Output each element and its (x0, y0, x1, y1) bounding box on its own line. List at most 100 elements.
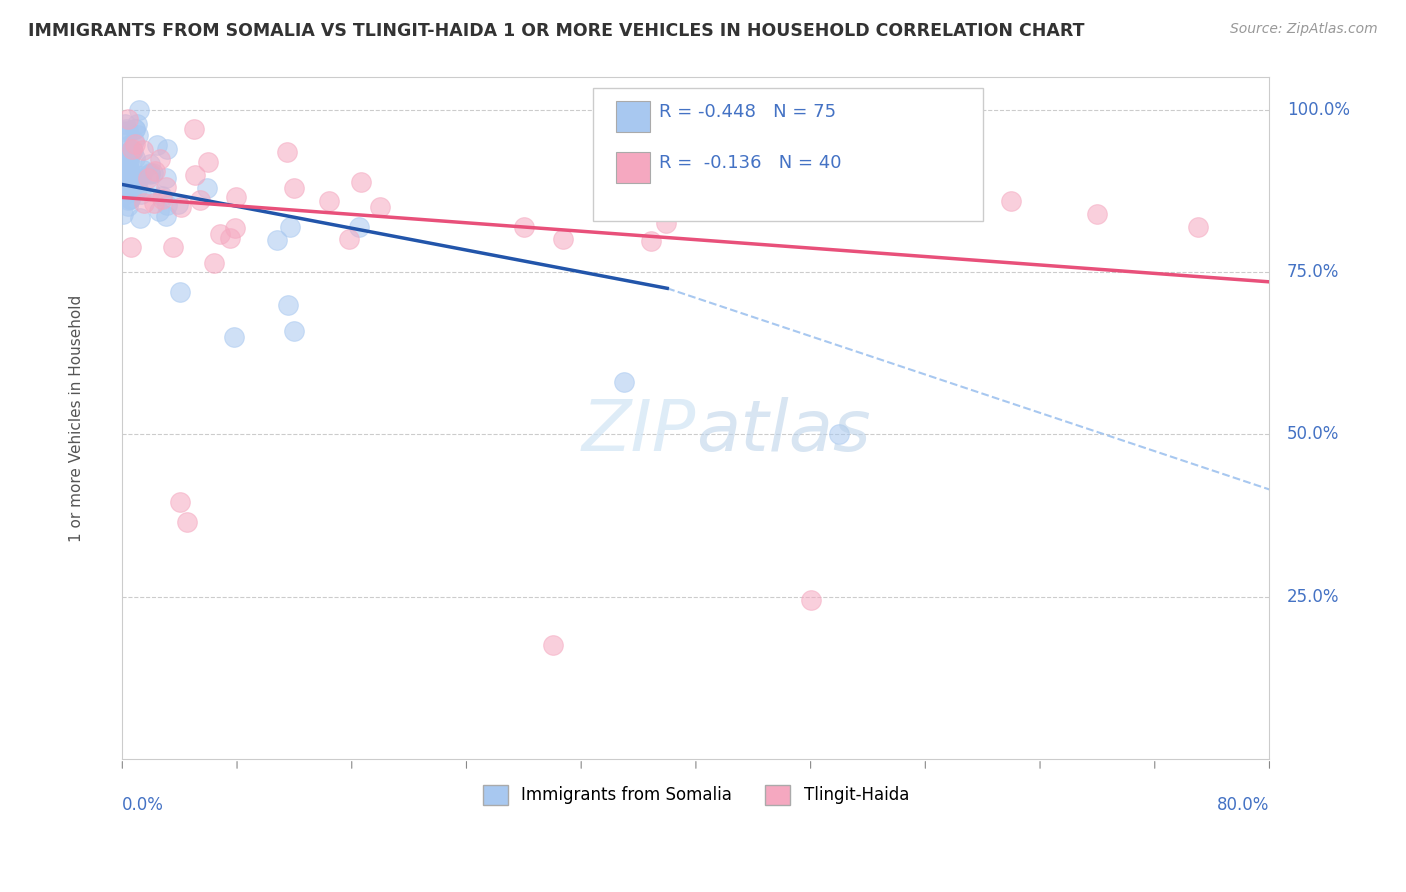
Point (828, 427, 851, 442)
Point (125, 182, 148, 196)
Point (222, 330, 245, 344)
Point (541, 638, 564, 652)
Point (120, 169, 142, 183)
Point (156, 198, 179, 212)
Point (169, 495, 191, 509)
Point (143, 164, 166, 178)
Point (155, 179, 177, 194)
Point (117, 152, 139, 166)
Point (117, 199, 139, 213)
Point (129, 169, 152, 183)
Point (139, 166, 162, 180)
Point (114, 117, 136, 131)
Point (1187, 219, 1209, 234)
Point (128, 170, 150, 185)
Point (120, 192, 142, 206)
Text: 75.0%: 75.0% (1286, 263, 1339, 281)
Point (370, 200, 392, 214)
Point (139, 167, 162, 181)
Point (276, 145, 298, 160)
Point (277, 297, 299, 311)
Point (139, 184, 162, 198)
Point (155, 209, 177, 223)
Point (120, 185, 142, 199)
Point (118, 163, 141, 178)
Point (112, 177, 135, 191)
Point (162, 240, 184, 254)
Point (170, 200, 193, 214)
Text: 0.0%: 0.0% (122, 797, 165, 814)
Point (117, 194, 139, 208)
Point (118, 153, 141, 168)
Point (195, 180, 218, 194)
Point (121, 142, 143, 156)
Text: ZIP: ZIP (582, 397, 696, 467)
Point (150, 192, 173, 206)
Point (121, 145, 143, 159)
Point (120, 146, 142, 161)
Bar (616, 102, 650, 132)
Point (169, 285, 191, 299)
Point (117, 124, 139, 138)
Point (1087, 207, 1109, 221)
Point (202, 256, 225, 270)
Point (112, 124, 135, 138)
Point (125, 176, 148, 190)
Point (115, 122, 138, 136)
Point (197, 154, 219, 169)
FancyBboxPatch shape (593, 87, 983, 220)
Point (114, 153, 136, 167)
Point (120, 186, 142, 200)
Point (111, 207, 134, 221)
Point (613, 376, 636, 390)
Point (117, 169, 139, 183)
Text: R = -0.448   N = 75: R = -0.448 N = 75 (659, 103, 837, 120)
Point (131, 143, 153, 157)
Text: Source: ZipAtlas.com: Source: ZipAtlas.com (1230, 22, 1378, 37)
Point (117, 178, 139, 193)
Point (166, 197, 188, 211)
Legend: Immigrants from Somalia, Tlingit-Haida: Immigrants from Somalia, Tlingit-Haida (477, 778, 915, 812)
Point (120, 144, 142, 158)
Point (655, 216, 678, 230)
Text: 80.0%: 80.0% (1218, 797, 1270, 814)
Point (145, 138, 167, 153)
Point (900, 180, 922, 194)
Point (513, 219, 536, 234)
Point (283, 180, 305, 194)
Point (127, 173, 149, 187)
Point (127, 128, 149, 142)
Point (132, 162, 155, 177)
Point (225, 190, 247, 204)
Point (640, 234, 662, 248)
Point (184, 169, 207, 183)
Point (114, 151, 136, 165)
Point (129, 186, 152, 201)
Text: atlas: atlas (696, 397, 870, 467)
Point (120, 192, 142, 206)
Point (176, 515, 198, 529)
Point (224, 221, 246, 235)
Point (122, 134, 145, 148)
Point (266, 233, 288, 247)
Point (148, 204, 170, 219)
Point (117, 161, 139, 176)
Point (128, 103, 150, 117)
Point (118, 149, 141, 163)
Point (136, 171, 159, 186)
Point (124, 122, 146, 136)
Point (138, 157, 160, 171)
Point (149, 152, 172, 166)
Point (1000, 194, 1022, 208)
Point (183, 122, 205, 136)
Point (156, 142, 179, 156)
Point (112, 188, 135, 202)
Point (219, 231, 242, 245)
Point (318, 194, 340, 208)
Point (121, 170, 143, 185)
Point (118, 144, 141, 158)
Point (280, 219, 302, 234)
Point (143, 196, 166, 211)
Point (283, 324, 305, 338)
Text: 25.0%: 25.0% (1286, 588, 1339, 606)
